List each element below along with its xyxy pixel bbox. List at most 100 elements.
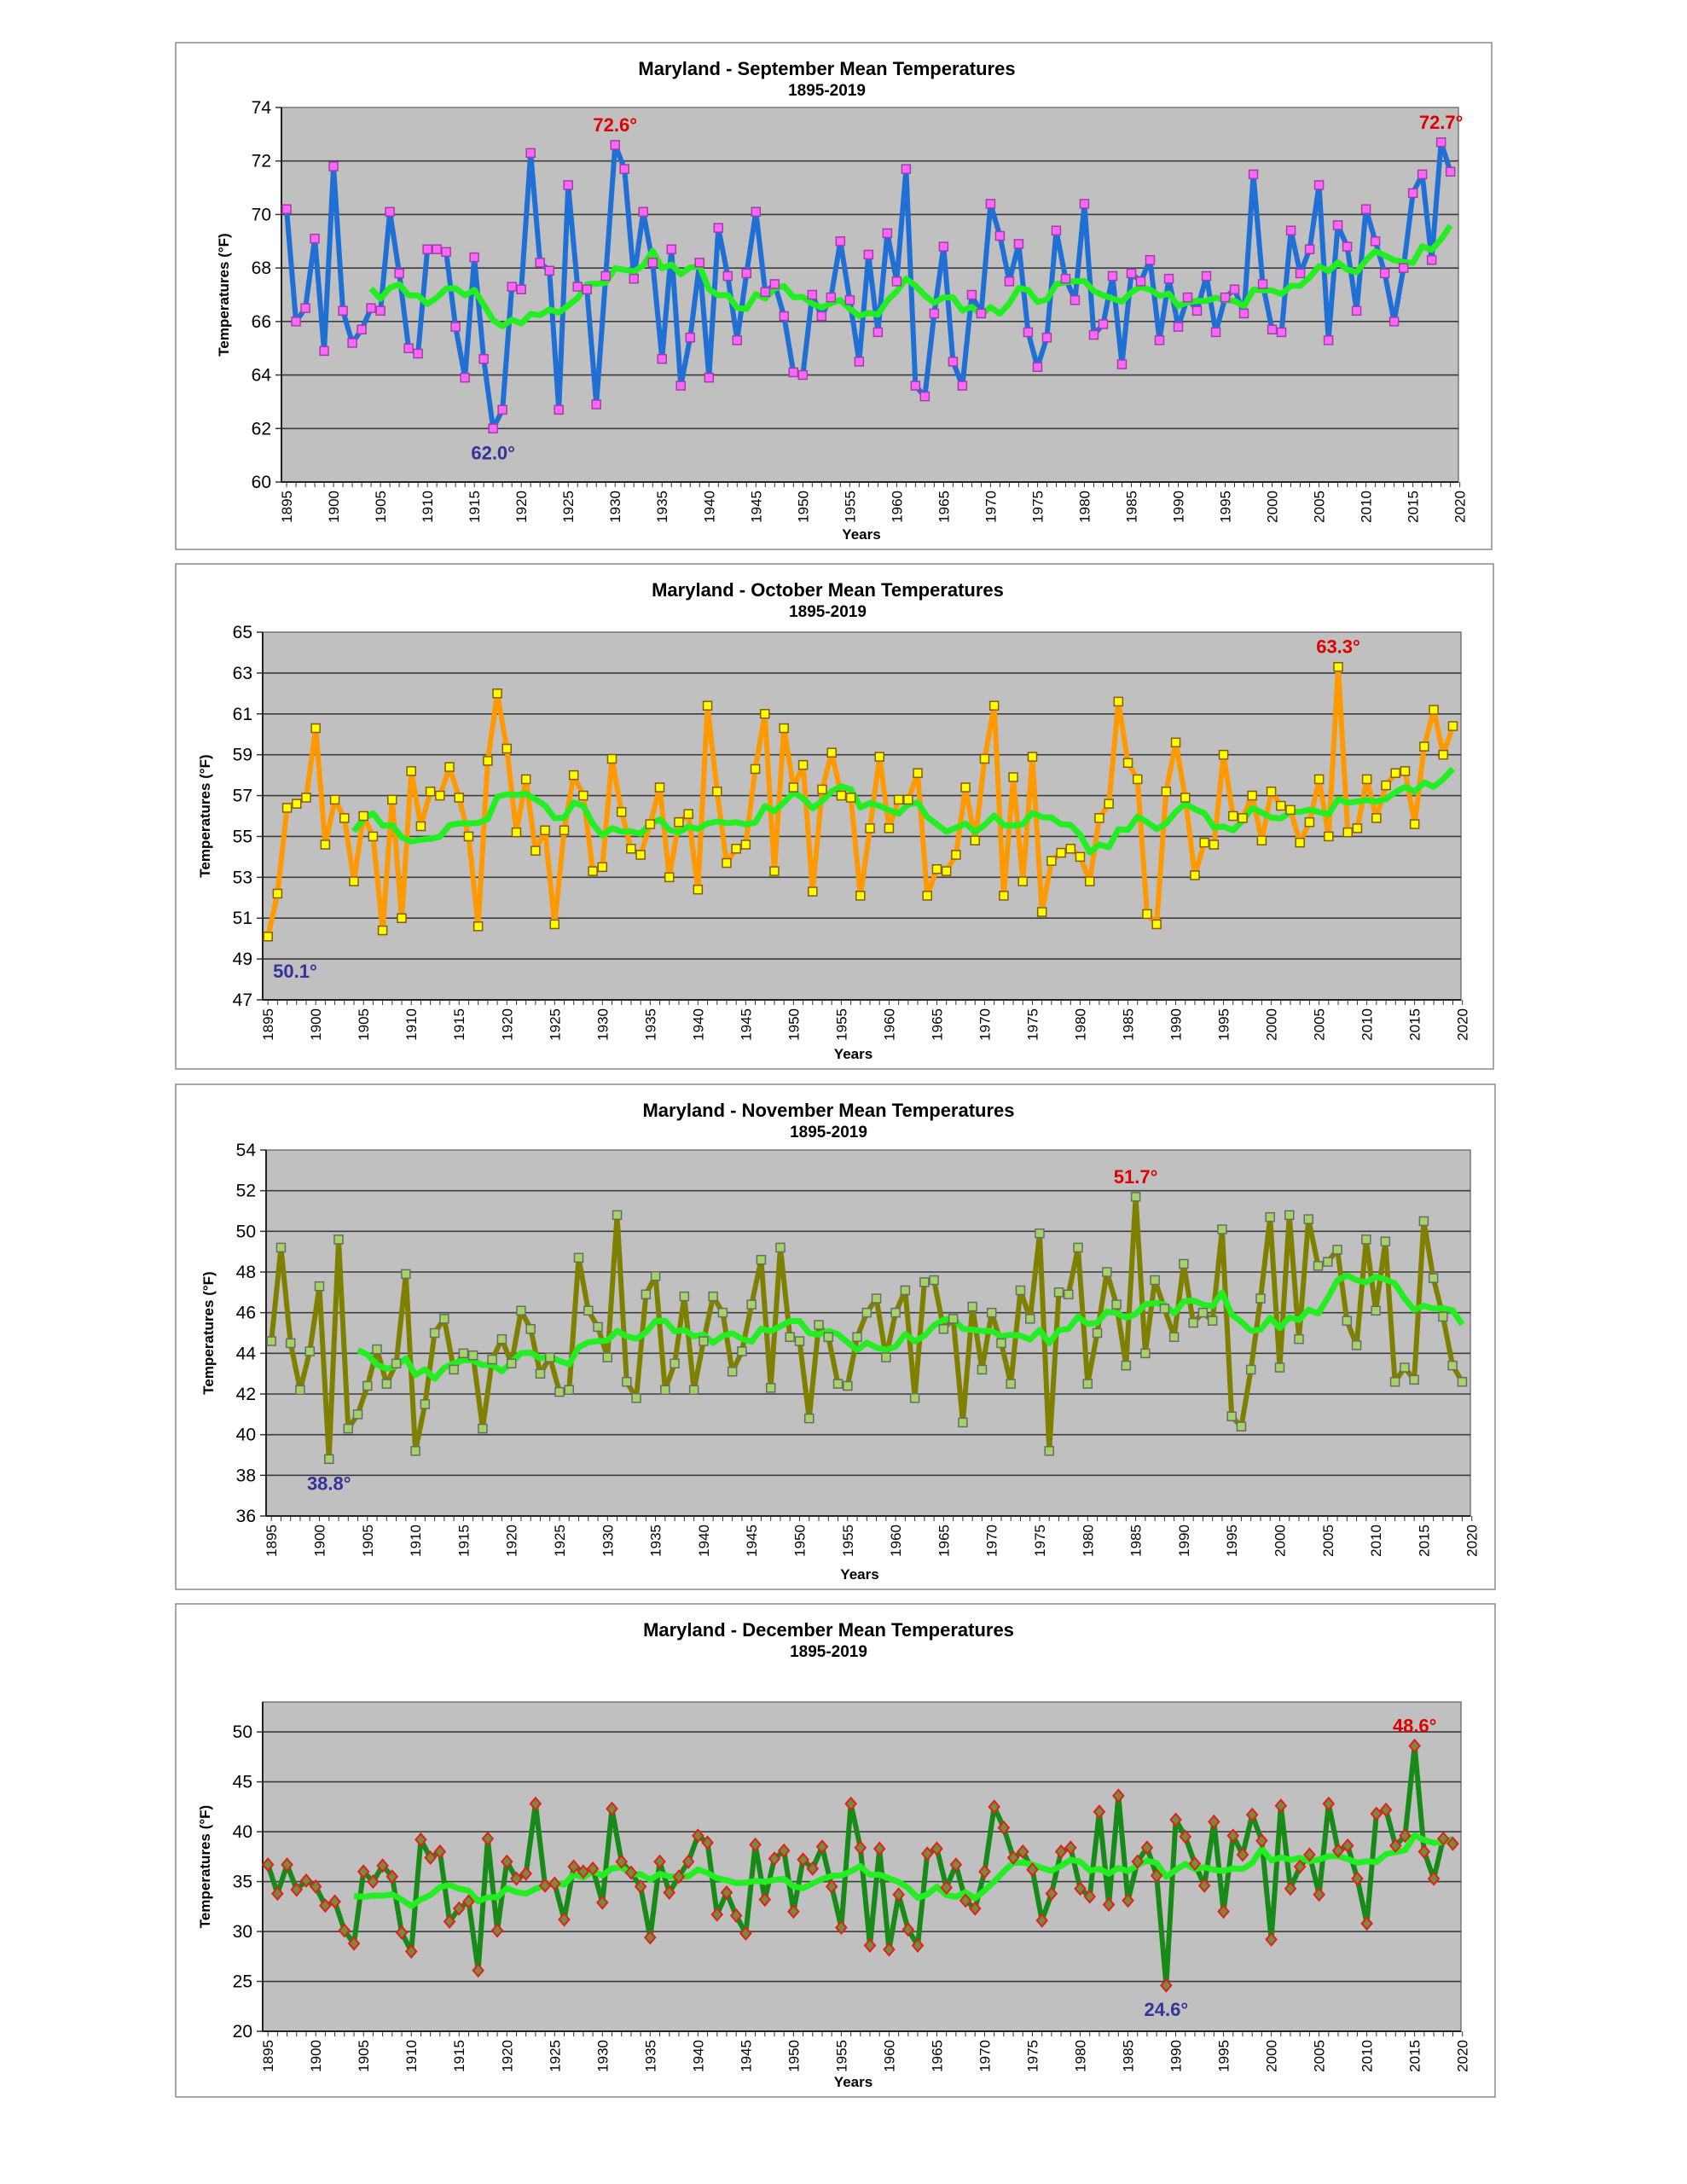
data-point-marker <box>435 790 445 801</box>
data-point-marker <box>1220 292 1231 303</box>
x-tick-label: 1965 <box>936 1525 952 1557</box>
data-point-marker <box>1285 225 1296 235</box>
data-point-marker <box>622 1376 632 1387</box>
data-point-marker <box>872 327 884 338</box>
data-point-marker <box>756 1254 767 1265</box>
x-tick-label: 1985 <box>1123 491 1139 523</box>
data-point-marker <box>1150 1867 1163 1884</box>
data-point-marker <box>1379 1802 1393 1817</box>
data-point-marker <box>271 1886 284 1902</box>
data-point-marker <box>892 1887 905 1902</box>
data-point-marker <box>768 1851 781 1867</box>
data-point-marker <box>314 1281 325 1292</box>
data-point-marker <box>960 782 971 793</box>
data-point-marker <box>1435 137 1446 148</box>
x-tick-label: 1930 <box>600 1525 616 1557</box>
data-point-marker <box>1333 661 1343 672</box>
data-point-marker <box>1008 772 1018 782</box>
data-point-marker <box>1151 919 1162 930</box>
data-point-marker <box>1313 1261 1324 1271</box>
x-tick-label: 2000 <box>1265 491 1281 523</box>
data-point-marker <box>959 1893 972 1908</box>
data-point-marker <box>501 743 513 754</box>
data-point-marker <box>1083 1889 1097 1904</box>
data-point-marker <box>996 1338 1006 1349</box>
data-point-marker <box>1274 1798 1288 1814</box>
x-tick-label: 1975 <box>1024 1008 1041 1041</box>
data-point-marker <box>938 241 949 252</box>
data-point-marker <box>1409 1374 1419 1385</box>
data-point-marker <box>1285 804 1296 816</box>
data-point-marker <box>1126 268 1137 279</box>
data-point-marker <box>978 1864 991 1879</box>
data-point-marker <box>1447 721 1458 731</box>
y-tick-label: 66 <box>252 312 271 332</box>
x-tick-label: 1975 <box>1032 1525 1048 1557</box>
data-point-marker <box>863 249 874 260</box>
data-point-marker <box>1179 1829 1192 1844</box>
data-point-marker <box>1284 1881 1297 1896</box>
data-point-marker <box>1418 1216 1429 1227</box>
data-point-marker <box>381 1379 392 1389</box>
x-tick-label: 1905 <box>360 1525 376 1557</box>
data-point-marker <box>1188 1317 1198 1328</box>
data-point-marker <box>549 919 560 930</box>
data-point-marker <box>749 1837 762 1852</box>
data-point-marker <box>1135 276 1146 287</box>
data-point-marker <box>544 265 554 276</box>
data-point-marker <box>458 1348 469 1359</box>
x-tick-label: 1990 <box>1176 1525 1192 1557</box>
extreme-value-label: 72.7° <box>1419 112 1464 133</box>
data-point-marker <box>1361 774 1372 785</box>
data-point-marker <box>1180 793 1191 803</box>
data-point-marker <box>429 1327 440 1339</box>
data-point-marker <box>785 1332 795 1343</box>
data-point-marker <box>1084 876 1095 886</box>
data-point-marker <box>425 787 436 797</box>
data-point-marker <box>966 289 977 300</box>
data-point-marker <box>832 1379 844 1389</box>
data-point-marker <box>275 1242 287 1253</box>
x-tick-label: 1910 <box>403 1008 420 1041</box>
data-point-marker <box>1399 1828 1412 1844</box>
x-tick-label: 1915 <box>451 1008 467 1041</box>
x-tick-label: 1950 <box>786 2040 802 2072</box>
data-point-marker <box>670 1358 680 1368</box>
x-tick-label: 2020 <box>1455 1008 1471 1041</box>
data-point-marker <box>1197 1878 1211 1893</box>
data-point-marker <box>333 1234 344 1245</box>
data-point-marker <box>376 1858 389 1873</box>
chart-november: 36 38 40 42 44 46 48 50 52 54 1895 1900 1905 1910 1915… <box>175 1083 1496 1590</box>
x-tick-label: 1915 <box>467 491 483 523</box>
data-point-marker <box>415 821 426 832</box>
data-point-marker <box>1122 758 1133 768</box>
data-point-marker <box>395 1925 409 1940</box>
x-tick-label: 1925 <box>560 491 577 523</box>
data-point-marker <box>1265 1931 1278 1947</box>
y-tick-label: 52 <box>236 1182 256 1201</box>
data-point-marker <box>1073 1242 1083 1253</box>
data-point-marker <box>386 1869 399 1885</box>
data-point-marker <box>372 1344 382 1355</box>
data-point-marker <box>1303 1214 1314 1224</box>
data-point-marker <box>497 404 507 415</box>
data-point-marker <box>1094 813 1104 823</box>
data-point-marker <box>1023 327 1034 338</box>
x-tick-label: 2010 <box>1359 2040 1376 2072</box>
y-axis-label: Temperatures (°F) <box>197 754 213 877</box>
data-point-marker <box>1173 322 1184 332</box>
data-point-marker <box>660 1385 670 1395</box>
data-point-marker <box>844 295 855 305</box>
data-point-marker <box>1209 839 1220 850</box>
data-point-marker <box>674 816 684 828</box>
data-point-marker <box>525 148 536 159</box>
x-tick-label: 1995 <box>1216 1008 1232 1041</box>
data-point-marker <box>1381 780 1391 791</box>
data-point-marker <box>450 322 461 332</box>
x-tick-label: 1900 <box>311 1525 328 1557</box>
x-tick-label: 1920 <box>513 491 530 523</box>
extreme-value-label: 51.7° <box>1114 1166 1158 1188</box>
data-point-marker <box>1170 737 1181 748</box>
data-point-marker <box>815 1839 829 1855</box>
